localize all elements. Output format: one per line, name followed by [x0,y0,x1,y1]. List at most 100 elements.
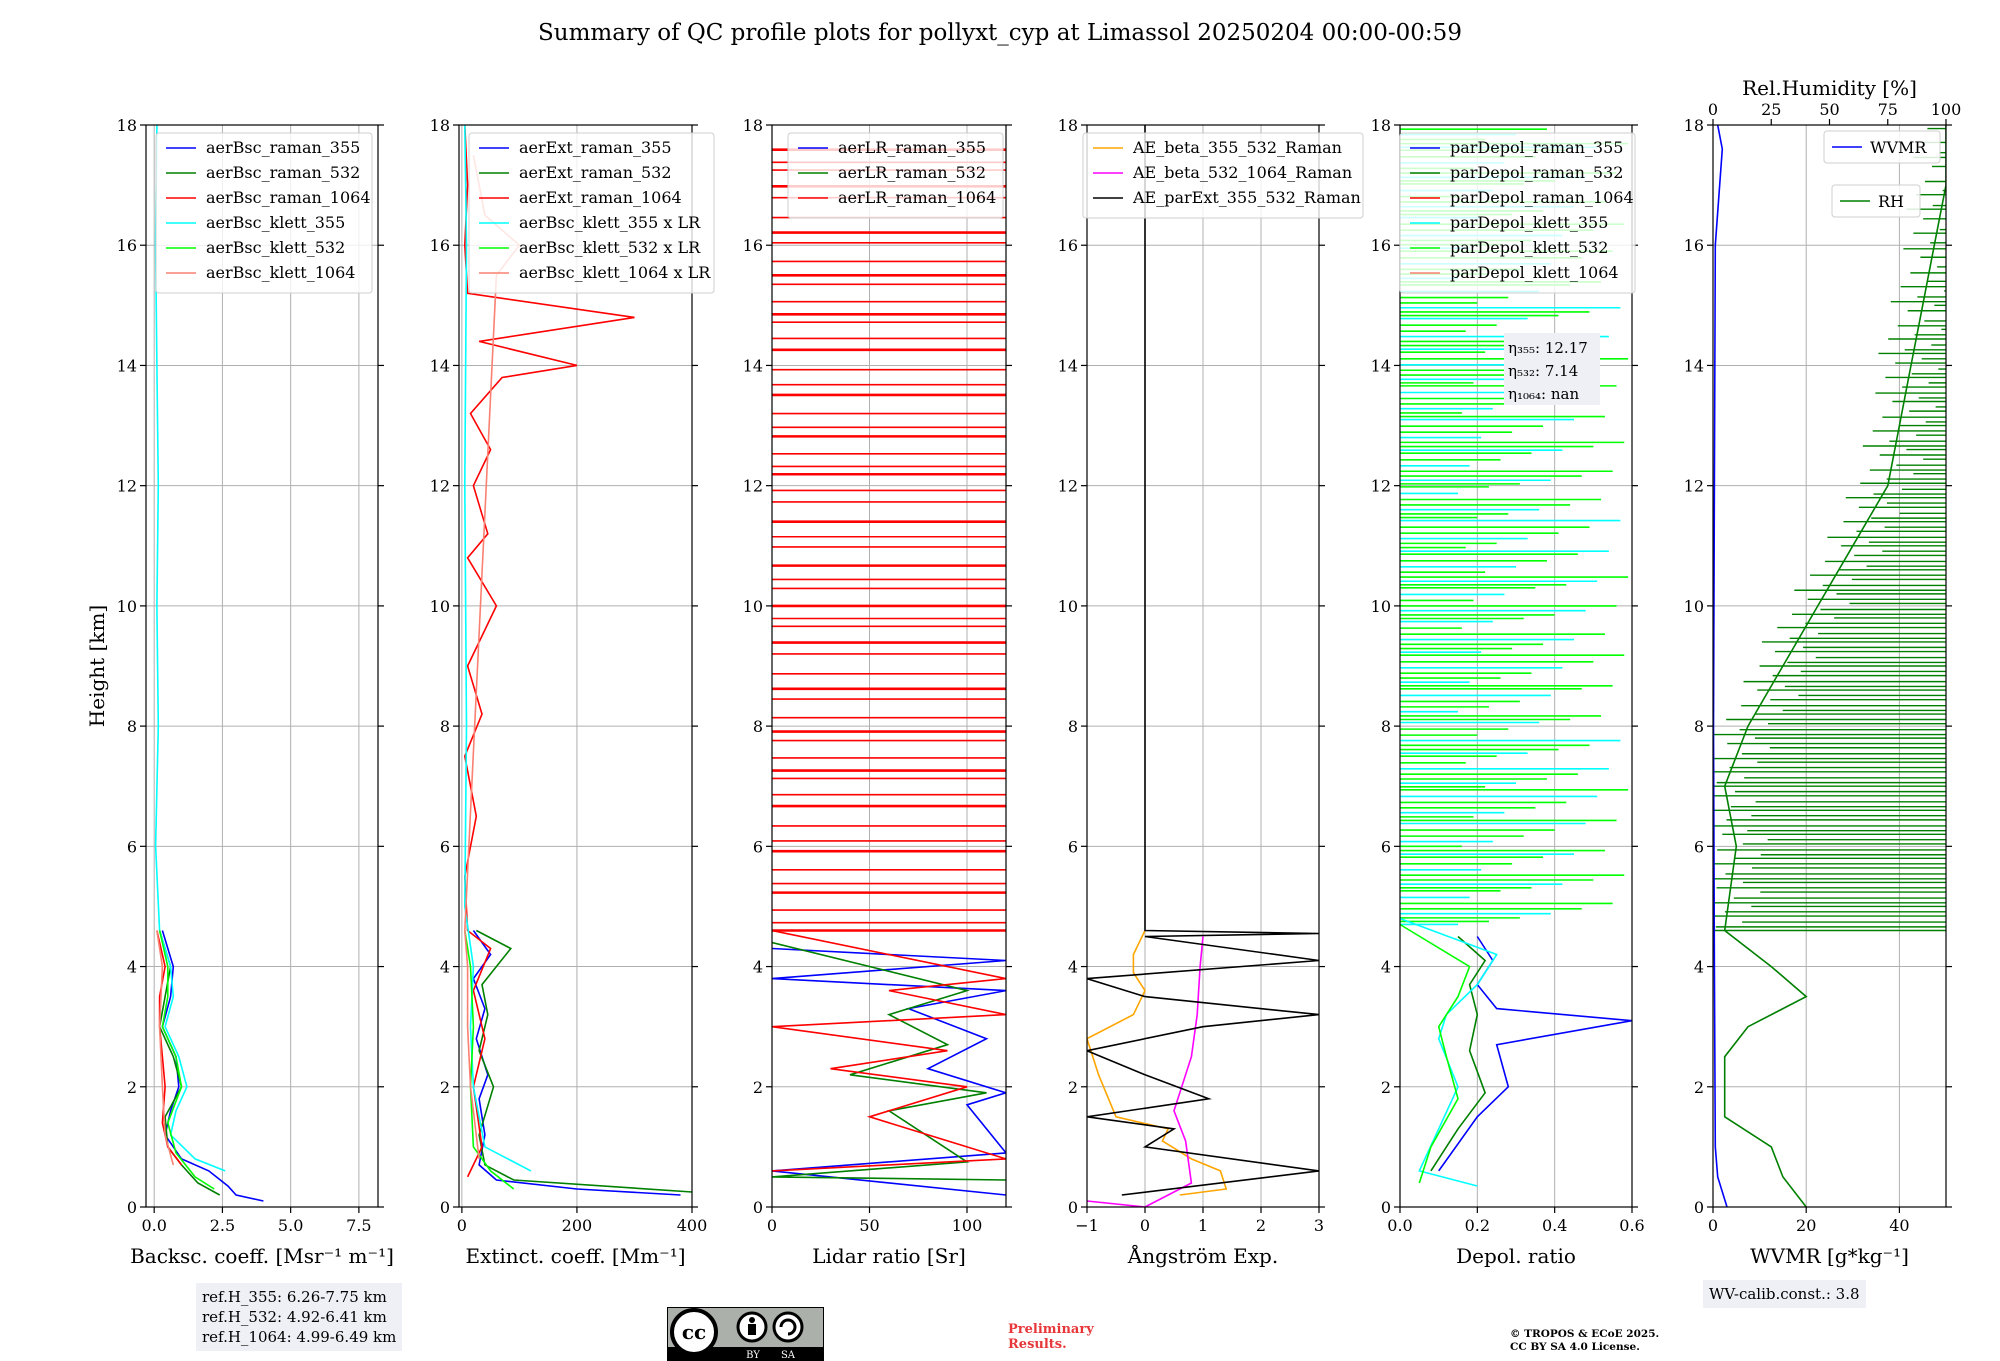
copyright-notice: © TROPOS & ECoE 2025. CC BY SA 4.0 Licen… [1510,1328,1660,1353]
series-aerBsc_klett_355 x LR [463,125,532,1172]
x-axis-label: WVMR [g*kg⁻¹] [1750,1244,1909,1268]
y-tick-label: 16 [1684,236,1704,255]
x-tick-label: 20 [1796,1216,1816,1235]
y-tick-label: 6 [753,837,763,856]
x-axis-label: Lidar ratio [Sr] [812,1244,966,1268]
series-aerBsc_raman_355 [161,930,264,1202]
x-tick-label: 100 [952,1216,983,1235]
series-aerExt_raman_532 [475,929,692,1193]
legend-label: aerLR_raman_355 [838,138,986,157]
y-tick-label: 12 [117,477,137,496]
legend-label: aerBsc_raman_1064 [206,188,371,207]
plot-area [1713,125,1946,1207]
panel-4 [1081,124,1364,1213]
legend-label: aerBsc_klett_355 x LR [519,213,701,232]
y-tick-label: 14 [1371,356,1391,375]
x-tick-label: 0 [1708,1216,1718,1235]
ref-height-532: ref.H_532: 4.92-6.41 km [202,1308,387,1326]
legend-label: AE_beta_355_532_Raman [1132,138,1342,157]
series-aerLR_raman_355 [772,947,1006,1196]
x-tick-label: −1 [1075,1216,1099,1235]
y-tick-label: 16 [430,236,450,255]
series-aerBsc_klett_532 [158,930,215,1190]
y-tick-label: 4 [127,958,137,977]
series-aerBsc_klett_532 x LR [464,930,515,1190]
legend-label: aerExt_raman_532 [519,163,672,182]
series-aerBsc_klett_355 [154,125,226,1172]
y-tick-label: 16 [743,236,763,255]
legend-label: RH [1878,192,1904,211]
x-tick-label: 200 [562,1216,593,1235]
x-axis-label: Extinct. coeff. [Mm⁻¹] [465,1244,685,1268]
y-tick-label: 12 [1684,477,1704,496]
x-tick-label: 50 [859,1216,879,1235]
x-top-axis-label: Rel.Humidity [%] [1742,76,1917,100]
y-tick-label: 2 [440,1078,450,1097]
axes-frame [458,124,693,1208]
y-tick-label: 10 [1684,597,1704,616]
legend-box [787,132,1004,219]
y-tick-label: 10 [117,597,137,616]
y-tick-label: 2 [1694,1078,1704,1097]
y-tick-label: 18 [117,116,137,135]
y-tick-label: 2 [127,1078,137,1097]
y-tick-label: 12 [1371,477,1391,496]
legend-label: aerLR_raman_1064 [838,188,996,207]
y-tick-label: 8 [1381,717,1391,736]
legend-box [1831,184,1921,218]
y-tick-label: 12 [430,477,450,496]
y-tick-label: 18 [1058,116,1078,135]
y-tick-label: 14 [1058,356,1078,375]
legend-box [1082,132,1364,219]
y-tick-label: 8 [440,717,450,736]
series-aerExt_raman_355 [472,930,681,1196]
series-WVMR [1713,125,1728,1207]
y-tick-label: 4 [1068,958,1078,977]
y-tick-label: 10 [743,597,763,616]
x-tick-label: 1 [1198,1216,1208,1235]
x-axis-label: Depol. ratio [1456,1244,1576,1268]
series-AE_parExt_355_532_Raman [1087,125,1319,1196]
legend-box [1823,130,1941,164]
series-aerLR_raman_532 [772,941,1006,1181]
ref-height-355: ref.H_355: 6.26-7.75 km [202,1288,387,1306]
y-tick-label: 16 [1058,236,1078,255]
y-tick-label: 8 [1694,717,1704,736]
sa-icon [772,1311,804,1343]
y-tick-label: 8 [127,717,137,736]
y-axis-label: Height [km] [85,605,109,727]
x-tick-label: 40 [1889,1216,1909,1235]
y-tick-label: 6 [1381,837,1391,856]
panel-2 [453,124,715,1213]
y-tick-label: 4 [1694,958,1704,977]
legend-label: parDepol_raman_355 [1450,138,1623,157]
by-label: BY [746,1350,760,1361]
y-tick-label: 14 [1684,356,1704,375]
y-tick-label: 4 [1381,958,1391,977]
x-tick-label: 0.0 [1387,1216,1412,1235]
y-tick-label: 14 [743,356,763,375]
reference-height-box: ref.H_355: 6.26-7.75 km ref.H_532: 4.92-… [196,1283,403,1351]
sa-label: SA [781,1350,796,1361]
y-tick-label: 8 [753,717,763,736]
y-tick-label: 18 [1371,116,1391,135]
y-tick-label: 2 [1381,1078,1391,1097]
legend-label: WVMR [1870,138,1927,157]
plot-area [1087,125,1319,1207]
panel-3 [766,124,1012,1213]
x-tick-label: 2.5 [210,1216,235,1235]
legend-label: parDepol_raman_532 [1450,163,1623,182]
x-top-tick-label: 100 [1931,100,1962,119]
series-aerLR_raman_1064 [772,929,1006,1172]
series-RH [1723,125,1946,1207]
y-tick-label: 0 [1068,1198,1078,1217]
x-top-tick-label: 50 [1819,100,1839,119]
y-tick-label: 18 [743,116,763,135]
y-tick-label: 6 [1068,837,1078,856]
x-tick-label: 400 [677,1216,708,1235]
y-tick-label: 0 [1381,1198,1391,1217]
legend-label: AE_parExt_355_532_Raman [1132,188,1361,207]
y-tick-label: 12 [743,477,763,496]
legend-label: aerBsc_raman_355 [206,138,360,157]
